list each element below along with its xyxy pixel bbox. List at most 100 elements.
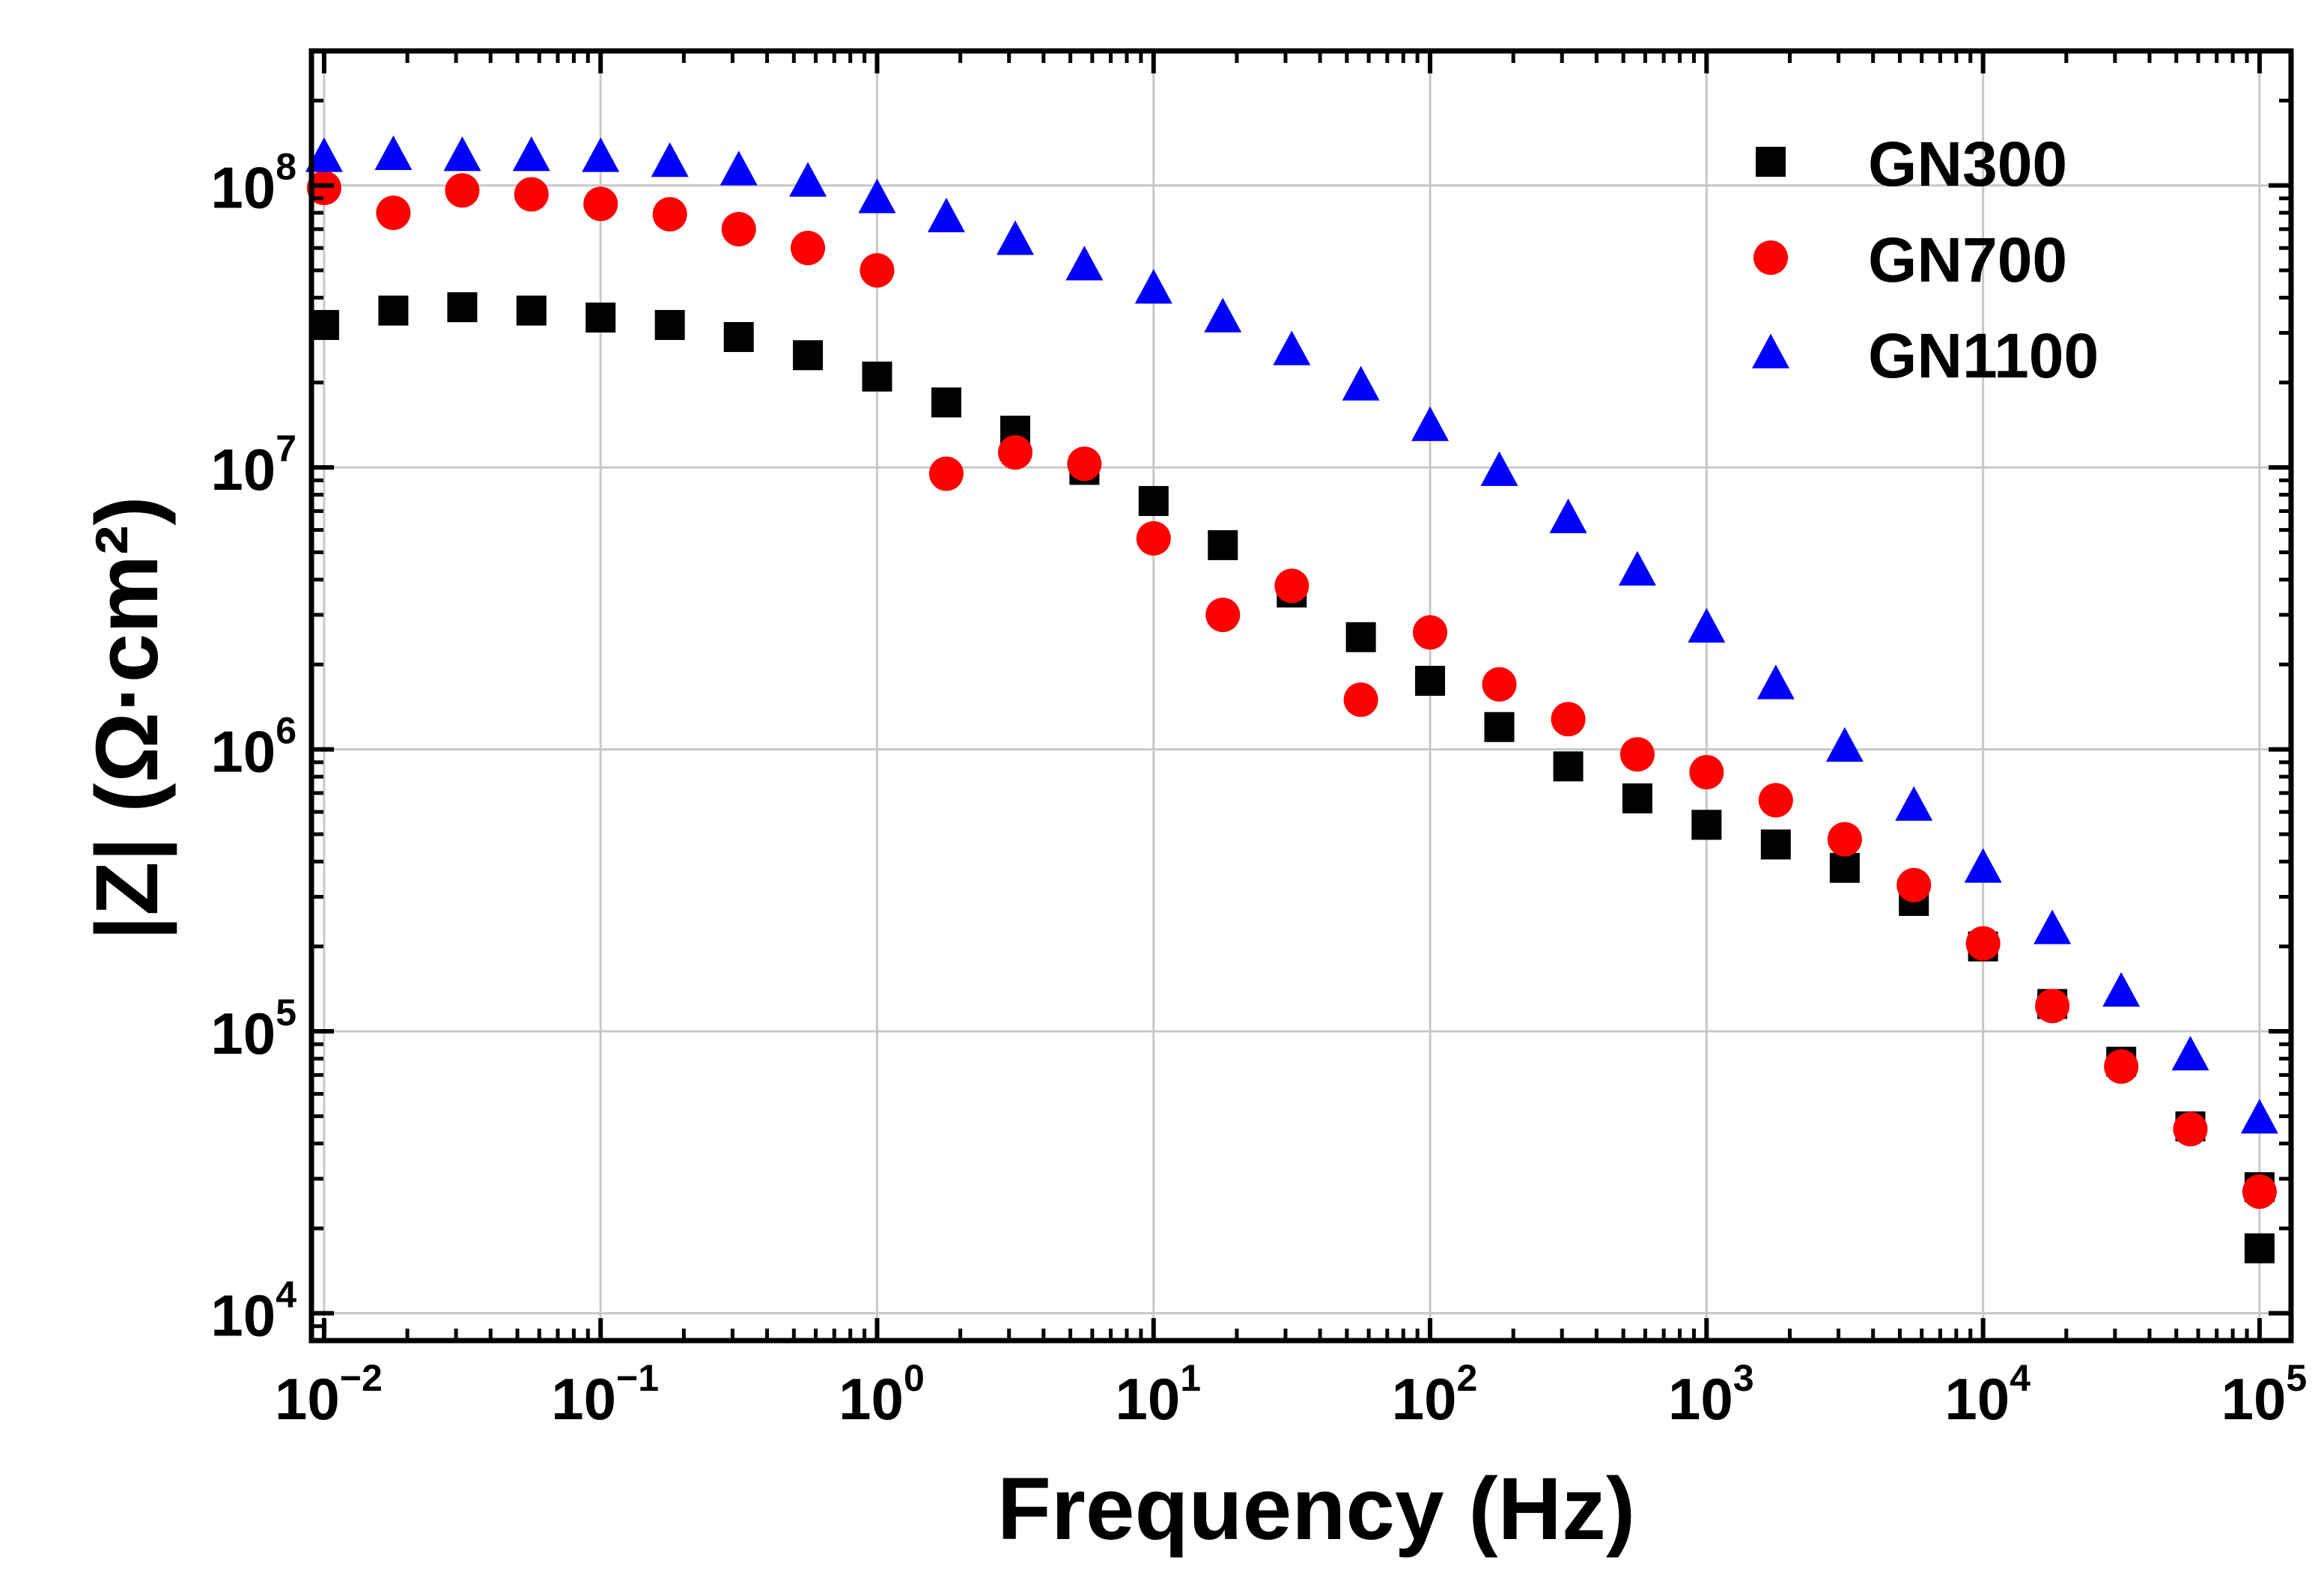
point-gn1100 — [2034, 909, 2072, 944]
series-gn700 — [306, 170, 2277, 1210]
point-gn300 — [1760, 829, 1791, 860]
point-gn300 — [1691, 810, 1722, 840]
point-gn700 — [1482, 667, 1517, 702]
axis-ticks — [309, 49, 2291, 1341]
x-tick-label: 10−2 — [275, 1357, 383, 1432]
point-gn1100 — [374, 135, 413, 171]
point-gn700 — [652, 197, 687, 232]
point-gn700 — [2173, 1111, 2208, 1147]
point-gn300 — [2244, 1233, 2275, 1263]
y-tick-label: 105 — [210, 992, 296, 1066]
x-tick-label: 102 — [1392, 1357, 1478, 1432]
x-tick-label: 10−1 — [551, 1357, 659, 1432]
point-gn1100 — [1756, 664, 1795, 700]
plot-frame — [308, 48, 2294, 1344]
point-gn300 — [1415, 666, 1446, 697]
point-gn1100 — [651, 142, 689, 177]
point-gn300 — [378, 295, 409, 326]
y-tick-label: 108 — [210, 146, 296, 221]
point-gn700 — [721, 211, 756, 246]
point-gn700 — [2242, 1174, 2277, 1210]
legend-marker-shape — [1753, 240, 1788, 275]
point-gn300 — [1622, 783, 1652, 814]
point-gn700 — [1413, 615, 1448, 650]
point-gn1100 — [997, 220, 1035, 255]
y-tick-label: 104 — [210, 1274, 296, 1349]
point-gn300 — [1829, 852, 1860, 883]
legend-item-gn1100: GN1100 — [1752, 321, 2099, 391]
y-tick-label: 107 — [210, 428, 296, 503]
point-gn700 — [1965, 926, 2001, 961]
point-gn700 — [928, 456, 964, 491]
point-gn300 — [1553, 751, 1584, 782]
point-gn700 — [1551, 702, 1586, 737]
point-gn1100 — [305, 137, 343, 172]
point-gn300 — [793, 340, 824, 371]
point-gn1100 — [1618, 550, 1656, 586]
point-gn300 — [723, 322, 754, 353]
point-gn300 — [585, 303, 616, 333]
point-gn1100 — [2240, 1099, 2278, 1134]
legend-label-gn1100: GN1100 — [1868, 321, 2099, 391]
point-gn1100 — [1273, 330, 1311, 365]
point-gn700 — [1067, 446, 1102, 482]
legend: GN300 GN700 GN1100 — [1752, 129, 2099, 391]
point-gn1100 — [582, 137, 620, 172]
point-gn1100 — [927, 197, 965, 233]
point-gn700 — [1205, 597, 1241, 632]
x-tick-label: 104 — [1944, 1357, 2031, 1432]
point-gn700 — [1689, 755, 1724, 790]
point-gn1100 — [1411, 406, 1450, 441]
legend-marker-gn1100 — [1752, 333, 1789, 368]
point-gn300 — [1138, 485, 1169, 516]
legend-item-gn300: GN300 — [1756, 129, 2067, 199]
tick-labels: 10−2 10−1 100 101 102 103 104 105 104 105 106 107 10… — [210, 146, 2307, 1432]
x-tick-label: 103 — [1668, 1357, 1754, 1432]
point-gn700 — [1827, 822, 1862, 857]
point-gn700 — [514, 177, 549, 212]
point-gn700 — [376, 195, 411, 231]
point-gn1100 — [443, 136, 481, 172]
point-gn1100 — [1342, 365, 1380, 401]
point-gn700 — [2104, 1049, 2139, 1084]
point-gn700 — [1343, 682, 1378, 717]
point-gn300 — [516, 295, 547, 326]
point-gn1100 — [789, 162, 827, 197]
point-gn1100 — [2171, 1036, 2209, 1071]
y-axis-title: |Z| (Ω·cm²) — [78, 496, 177, 940]
x-tick-label: 101 — [1115, 1357, 1201, 1432]
point-gn1100 — [1480, 451, 1518, 486]
point-gn1100 — [720, 151, 758, 186]
point-gn1100 — [1134, 269, 1172, 304]
x-axis-title: Frequency (Hz) — [997, 1460, 1635, 1559]
x-tick-label: 105 — [2221, 1357, 2308, 1432]
legend-label-gn700: GN700 — [1868, 225, 2067, 295]
point-gn300 — [654, 309, 685, 340]
point-gn1100 — [858, 178, 896, 213]
legend-marker-gn300 — [1756, 147, 1786, 177]
point-gn1100 — [1895, 786, 1933, 821]
point-gn1100 — [1204, 297, 1242, 333]
point-gn700 — [583, 186, 618, 222]
y-tick-label: 106 — [210, 710, 296, 785]
point-gn1100 — [1688, 607, 1726, 643]
point-gn1100 — [2102, 971, 2141, 1007]
point-gn1100 — [1065, 246, 1104, 281]
point-gn1100 — [512, 136, 550, 172]
point-gn300 — [1208, 529, 1238, 560]
point-gn300 — [308, 309, 339, 340]
point-gn1100 — [1964, 848, 2002, 883]
legend-marker-shape — [1752, 333, 1789, 368]
point-gn700 — [1274, 568, 1309, 604]
point-gn300 — [447, 292, 478, 323]
legend-marker-gn700 — [1753, 240, 1788, 275]
series-gn1100 — [305, 135, 2278, 1134]
point-gn300 — [931, 387, 961, 418]
point-gn700 — [2035, 989, 2070, 1024]
point-gn700 — [860, 252, 895, 288]
point-gn700 — [1896, 867, 1932, 902]
legend-marker-shape — [1756, 147, 1786, 177]
point-gn700 — [791, 231, 826, 266]
